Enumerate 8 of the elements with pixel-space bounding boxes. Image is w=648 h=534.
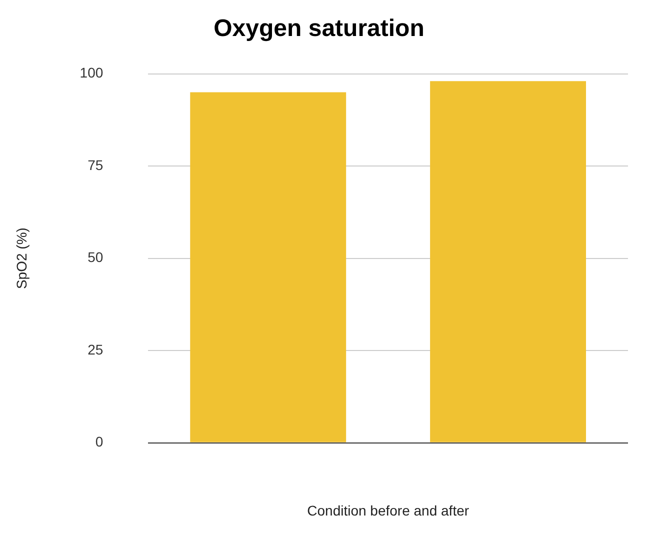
y-axis-title: SpO2 (%) bbox=[13, 228, 30, 290]
y-tick-label: 100 bbox=[80, 64, 104, 81]
y-tick-label: 25 bbox=[88, 341, 104, 358]
chart-title: Oxygen saturation bbox=[214, 15, 424, 42]
y-tick-label: 50 bbox=[88, 249, 104, 266]
x-axis-title: Condition before and after bbox=[307, 502, 470, 518]
y-tick-label: 75 bbox=[88, 156, 104, 173]
y-tick-label: 0 bbox=[95, 434, 104, 450]
